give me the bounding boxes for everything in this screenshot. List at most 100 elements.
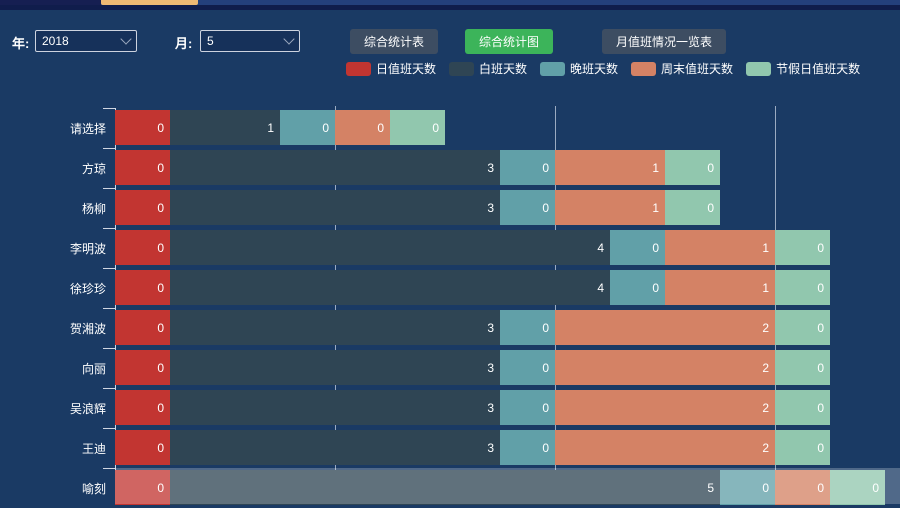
bar-segment[interactable]: 0 xyxy=(610,230,665,265)
stacked-bar-row: 0 5 0 0 0 xyxy=(115,470,885,505)
x-gridline xyxy=(335,106,336,504)
bar-segment[interactable]: 0 xyxy=(610,270,665,305)
stacked-bar-row: 0 1 0 0 0 xyxy=(115,110,445,145)
bar-segment[interactable]: 2 xyxy=(555,350,775,385)
bar-value-label: 0 xyxy=(652,280,659,295)
bar-segment[interactable]: 2 xyxy=(555,390,775,425)
bar-value-label: 0 xyxy=(322,120,329,135)
stacked-bar-row: 0 3 0 1 0 xyxy=(115,190,720,225)
bar-segment[interactable]: 2 xyxy=(555,430,775,465)
legend-swatch-icon xyxy=(540,61,566,76)
bar-segment[interactable]: 3 xyxy=(170,150,500,185)
year-select-value: 2018 xyxy=(42,34,69,48)
bar-segment[interactable]: 0 xyxy=(775,430,830,465)
bar-segment[interactable]: 0 xyxy=(775,310,830,345)
legend-label: 周末值班天数 xyxy=(661,62,734,76)
bar-segment[interactable]: 0 xyxy=(115,190,170,225)
bar-segment[interactable]: 1 xyxy=(665,270,775,305)
bar-segment[interactable]: 0 xyxy=(115,390,170,425)
bar-segment[interactable]: 5 xyxy=(170,470,720,505)
year-select[interactable]: 2018 xyxy=(35,30,137,52)
toolbar: 年: 2018 月: 5 综合统计表 综合统计图 月值班情况一览表 xyxy=(0,10,900,56)
bar-value-label: 3 xyxy=(487,440,494,455)
bar-value-label: 0 xyxy=(817,440,824,455)
bar-segment[interactable]: 0 xyxy=(115,230,170,265)
legend-item[interactable]: 晚班天数 xyxy=(540,60,618,77)
legend-item[interactable]: 日值班天数 xyxy=(346,60,436,77)
bar-segment[interactable]: 0 xyxy=(115,150,170,185)
y-axis-category-label: 杨柳 xyxy=(81,201,106,216)
bar-value-label: 1 xyxy=(652,160,659,175)
bar-segment[interactable]: 0 xyxy=(335,110,390,145)
bar-value-label: 0 xyxy=(542,200,549,215)
y-axis-category-label: 吴浪辉 xyxy=(69,401,106,416)
y-axis-tick xyxy=(103,188,115,189)
bar-segment[interactable]: 0 xyxy=(720,470,775,505)
active-tab-indicator[interactable] xyxy=(101,0,198,5)
bar-segment[interactable]: 0 xyxy=(500,190,555,225)
bar-segment[interactable]: 0 xyxy=(115,430,170,465)
bar-value-label: 0 xyxy=(817,280,824,295)
bar-value-label: 0 xyxy=(157,160,164,175)
bar-segment[interactable]: 1 xyxy=(555,150,665,185)
bar-segment[interactable]: 4 xyxy=(170,230,610,265)
bar-value-label: 0 xyxy=(542,360,549,375)
bar-segment[interactable]: 1 xyxy=(665,230,775,265)
legend-swatch-icon xyxy=(746,61,772,76)
toolbar-button-2[interactable]: 月值班情况一览表 xyxy=(602,29,727,54)
bar-segment[interactable]: 0 xyxy=(500,150,555,185)
y-axis-tick xyxy=(103,428,115,429)
bar-value-label: 0 xyxy=(157,240,164,255)
bar-segment[interactable]: 0 xyxy=(115,470,170,505)
bar-segment[interactable]: 0 xyxy=(500,310,555,345)
y-axis-category-label: 贺湘波 xyxy=(69,321,106,336)
bar-segment[interactable]: 0 xyxy=(500,430,555,465)
stacked-bar-row: 0 4 0 1 0 xyxy=(115,230,830,265)
bar-value-label: 0 xyxy=(817,400,824,415)
bar-segment[interactable]: 0 xyxy=(665,190,720,225)
bar-segment[interactable]: 0 xyxy=(280,110,335,145)
bar-segment[interactable]: 0 xyxy=(115,110,170,145)
toolbar-button-1-active[interactable]: 综合统计图 xyxy=(465,29,554,54)
legend-item[interactable]: 周末值班天数 xyxy=(631,60,733,77)
bar-segment[interactable]: 0 xyxy=(665,150,720,185)
bar-segment[interactable]: 3 xyxy=(170,190,500,225)
bar-segment[interactable]: 1 xyxy=(555,190,665,225)
bar-value-label: 0 xyxy=(762,480,769,495)
bar-value-label: 2 xyxy=(762,320,769,335)
bar-segment[interactable]: 4 xyxy=(170,270,610,305)
month-select[interactable]: 5 xyxy=(200,30,300,52)
bar-segment[interactable]: 0 xyxy=(775,270,830,305)
bar-segment[interactable]: 0 xyxy=(500,390,555,425)
bar-value-label: 0 xyxy=(817,240,824,255)
bar-segment[interactable]: 0 xyxy=(830,470,885,505)
bar-segment[interactable]: 3 xyxy=(170,390,500,425)
bar-segment[interactable]: 3 xyxy=(170,350,500,385)
bar-segment[interactable]: 0 xyxy=(115,350,170,385)
bar-segment[interactable]: 0 xyxy=(775,470,830,505)
bar-segment[interactable]: 1 xyxy=(170,110,280,145)
bar-value-label: 0 xyxy=(542,160,549,175)
bar-segment[interactable]: 0 xyxy=(775,230,830,265)
bar-value-label: 0 xyxy=(157,280,164,295)
legend-item[interactable]: 节假日值班天数 xyxy=(746,60,860,77)
y-axis-category-label: 徐珍珍 xyxy=(69,281,106,296)
bar-segment[interactable]: 0 xyxy=(115,270,170,305)
bar-segment[interactable]: 2 xyxy=(555,310,775,345)
y-axis-tick xyxy=(103,308,115,309)
bar-segment[interactable]: 3 xyxy=(170,310,500,345)
bar-segment[interactable]: 0 xyxy=(500,350,555,385)
toolbar-button-0[interactable]: 综合统计表 xyxy=(350,29,439,54)
bar-value-label: 0 xyxy=(542,440,549,455)
legend-label: 日值班天数 xyxy=(376,62,437,76)
legend-item[interactable]: 白班天数 xyxy=(449,60,527,77)
bar-segment[interactable]: 0 xyxy=(390,110,445,145)
bar-value-label: 3 xyxy=(487,160,494,175)
bar-segment[interactable]: 0 xyxy=(775,350,830,385)
bar-segment[interactable]: 0 xyxy=(775,390,830,425)
y-axis-tick xyxy=(103,468,115,469)
bar-value-label: 2 xyxy=(762,400,769,415)
bar-segment[interactable]: 3 xyxy=(170,430,500,465)
bar-segment[interactable]: 0 xyxy=(115,310,170,345)
